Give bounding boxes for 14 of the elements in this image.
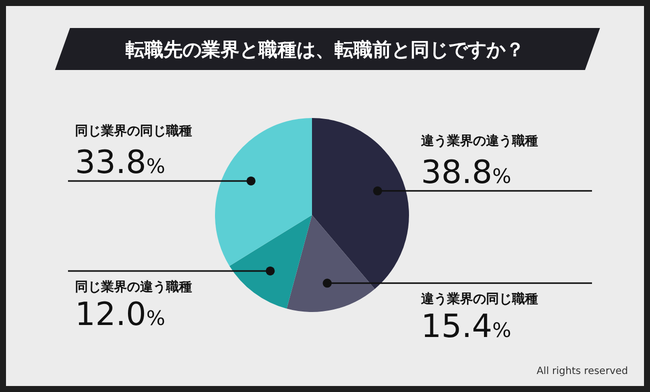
data-label: 15.4% [421, 307, 512, 346]
data-label: 33.8% [75, 142, 166, 181]
chart-title: 転職先の業界と職種は、転職前と同じですか？ [126, 39, 524, 61]
data-label: 38.8% [421, 152, 512, 191]
slice-label: 違う業界の違う職種 [420, 132, 538, 149]
pie-slice [215, 118, 312, 266]
slice-label: 同じ業界の同じ職種 [75, 122, 192, 139]
pie-slice [286, 215, 375, 312]
text: All rights reserved [536, 366, 628, 377]
data-label: 12.0% [75, 294, 166, 333]
pie-slice [312, 118, 409, 289]
pie-slice [229, 215, 312, 309]
slice-label: 同じ業界の違う職種 [75, 278, 192, 295]
slice-label: 違う業界の同じ職種 [420, 291, 538, 308]
